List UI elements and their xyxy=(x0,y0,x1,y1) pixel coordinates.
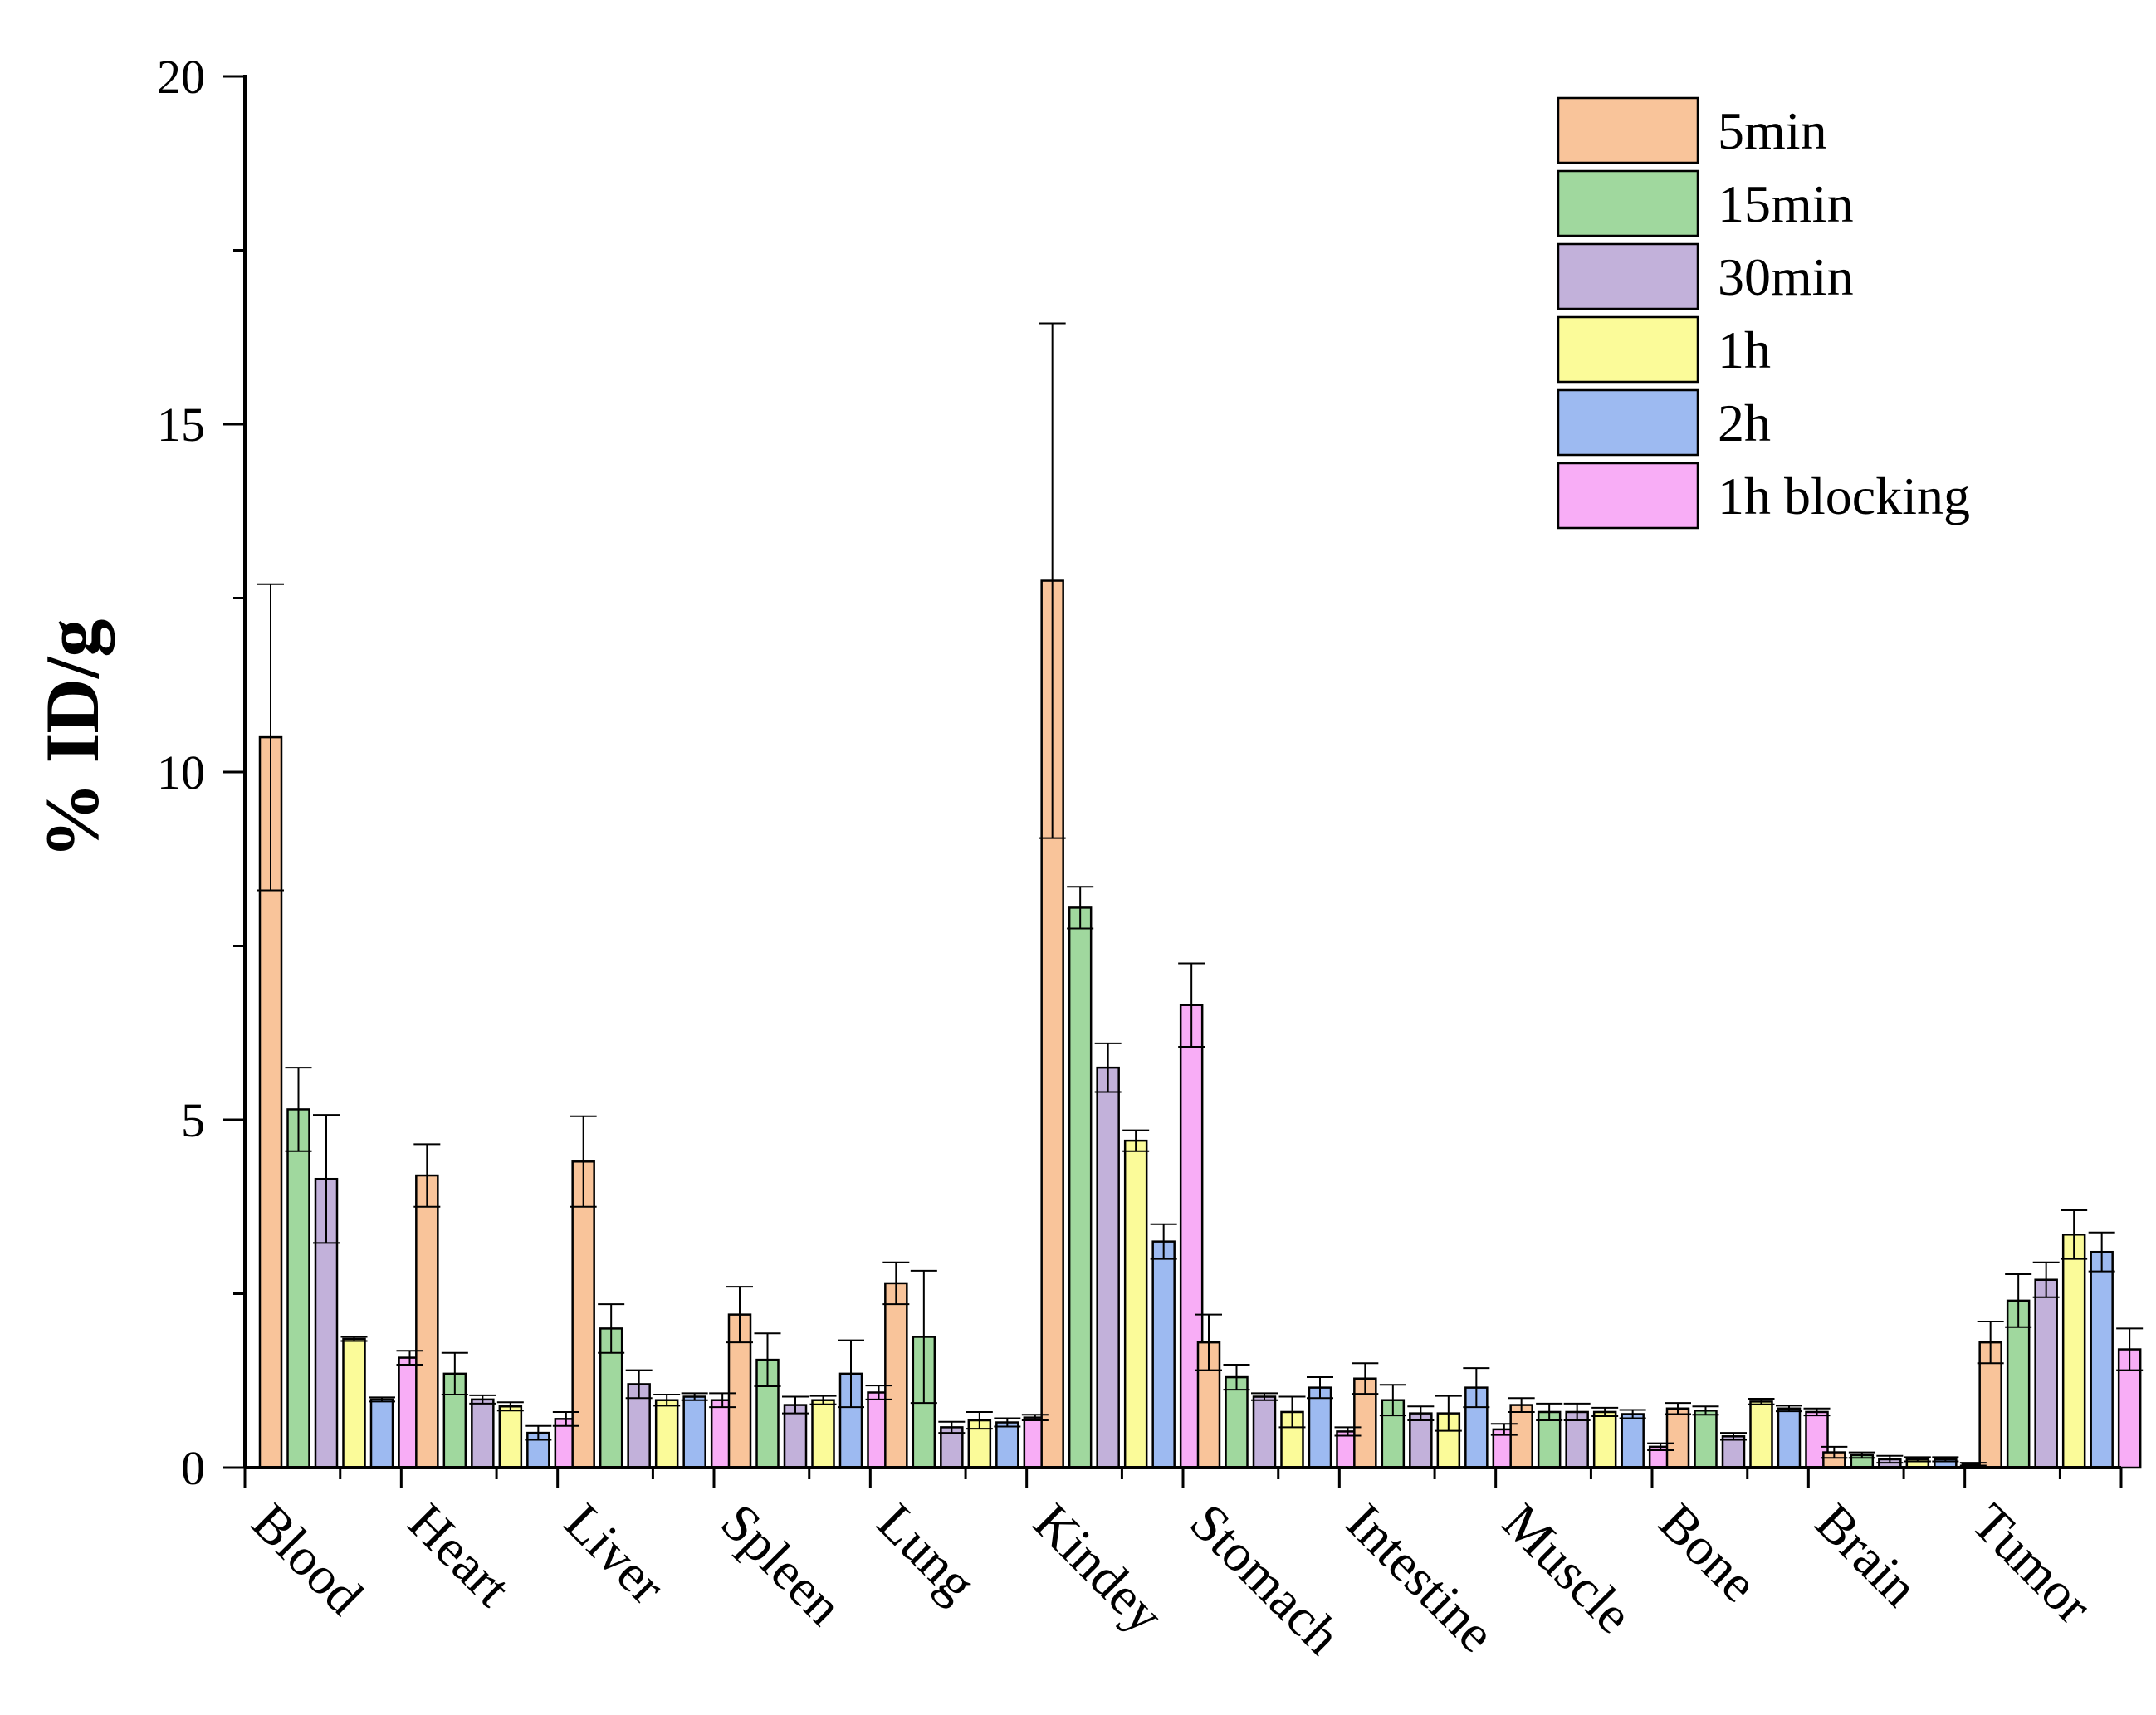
bar-15min-blood xyxy=(286,1108,310,1469)
bar-2h-liver xyxy=(682,1395,706,1469)
y-axis-label: % ID/g xyxy=(30,619,115,859)
legend-swatch-1h-blocking xyxy=(1557,462,1699,530)
y-tick-label: 5 xyxy=(181,1093,205,1147)
legend-label: 1h xyxy=(1718,320,1771,379)
y-tick-label: 10 xyxy=(157,745,205,799)
bar-2h-bone xyxy=(1777,1407,1802,1469)
legend-label: 2h xyxy=(1718,393,1771,452)
bar-15min-bone xyxy=(1694,1410,1718,1469)
x-tick-label: Intestine xyxy=(1335,1493,1506,1664)
bar-1h-spleen xyxy=(811,1399,835,1469)
bar-2h-kindey xyxy=(1151,1240,1176,1469)
legend-label: 5min xyxy=(1718,101,1827,160)
bar-30min-tumor xyxy=(2034,1278,2058,1469)
bar-1h-bone xyxy=(1749,1400,1773,1469)
bar-5min-bone xyxy=(1665,1407,1690,1469)
x-tick-label: Blood xyxy=(241,1493,374,1626)
x-tick-label: Stomach xyxy=(1179,1493,1352,1666)
bar-15min-stomach xyxy=(1225,1375,1249,1469)
x-tick-label: Bone xyxy=(1648,1493,1769,1614)
bar-2h-muscle xyxy=(1621,1413,1645,1469)
legend-label: 30min xyxy=(1718,247,1854,306)
bar-2h-lung xyxy=(995,1421,1019,1469)
bar-15min-muscle xyxy=(1537,1410,1562,1469)
bar-1h-tumor xyxy=(2061,1234,2086,1469)
bar-5min-muscle xyxy=(1509,1404,1533,1469)
bars-group xyxy=(258,579,2142,1469)
y-tick-label: 0 xyxy=(181,1441,205,1495)
bar-30min-kindey xyxy=(1096,1066,1120,1469)
bar-1h-blood xyxy=(342,1337,366,1469)
legend-swatch-15min xyxy=(1557,169,1699,237)
bar-2h-blood xyxy=(369,1398,394,1469)
bar-1h-muscle xyxy=(1592,1410,1617,1469)
bar-1h-heart xyxy=(498,1405,523,1469)
x-tick-label: Tumor xyxy=(1961,1493,2104,1635)
bar-30min-heart xyxy=(471,1398,495,1469)
bar-1h-blocking-tumor xyxy=(2117,1348,2142,1469)
bar-2h-stomach xyxy=(1308,1386,1332,1469)
x-tick-label: Liver xyxy=(554,1493,677,1615)
bar-30min-stomach xyxy=(1252,1395,1277,1469)
y-tick-label: 20 xyxy=(157,50,205,104)
y-ticks-group: 0 5 10 15 20 xyxy=(157,50,245,1495)
legend-swatch-5min xyxy=(1557,96,1699,164)
bar-2h-tumor xyxy=(2090,1250,2114,1469)
bar-15min-kindey xyxy=(1068,906,1093,1469)
legend-swatch-2h xyxy=(1557,388,1699,457)
x-ticks-group: Blood Heart Liver Spleen Lung Kindey StomachIn… xyxy=(241,1468,2123,1666)
y-tick-label: 15 xyxy=(157,398,205,452)
x-tick-label: Kindey xyxy=(1023,1493,1175,1644)
legend-swatch-1h xyxy=(1557,315,1699,384)
bar-1h-kindey xyxy=(1123,1139,1148,1469)
error-bars-group xyxy=(257,322,2144,1467)
bar-30min-intestine xyxy=(1409,1412,1433,1469)
bar-30min-spleen xyxy=(783,1404,808,1469)
legend-label: 1h blocking xyxy=(1718,467,1970,525)
x-tick-label: Muscle xyxy=(1492,1493,1644,1644)
bar-1h-liver xyxy=(654,1399,679,1469)
x-tick-label: Heart xyxy=(397,1493,522,1618)
bar-5min-lung xyxy=(884,1282,908,1469)
legend: 5min 15min 30min 1h 2h 1h blocking xyxy=(1557,96,1970,530)
legend-label: 15min xyxy=(1718,174,1854,233)
bar-5min-heart xyxy=(415,1174,439,1469)
x-tick-label: Spleen xyxy=(710,1493,853,1636)
legend-swatch-30min xyxy=(1557,242,1699,310)
x-tick-label: Brain xyxy=(1804,1493,1929,1618)
bar-30min-bone xyxy=(1721,1435,1746,1469)
x-tick-label: Lung xyxy=(866,1493,987,1614)
bar-15min-heart xyxy=(442,1372,467,1469)
